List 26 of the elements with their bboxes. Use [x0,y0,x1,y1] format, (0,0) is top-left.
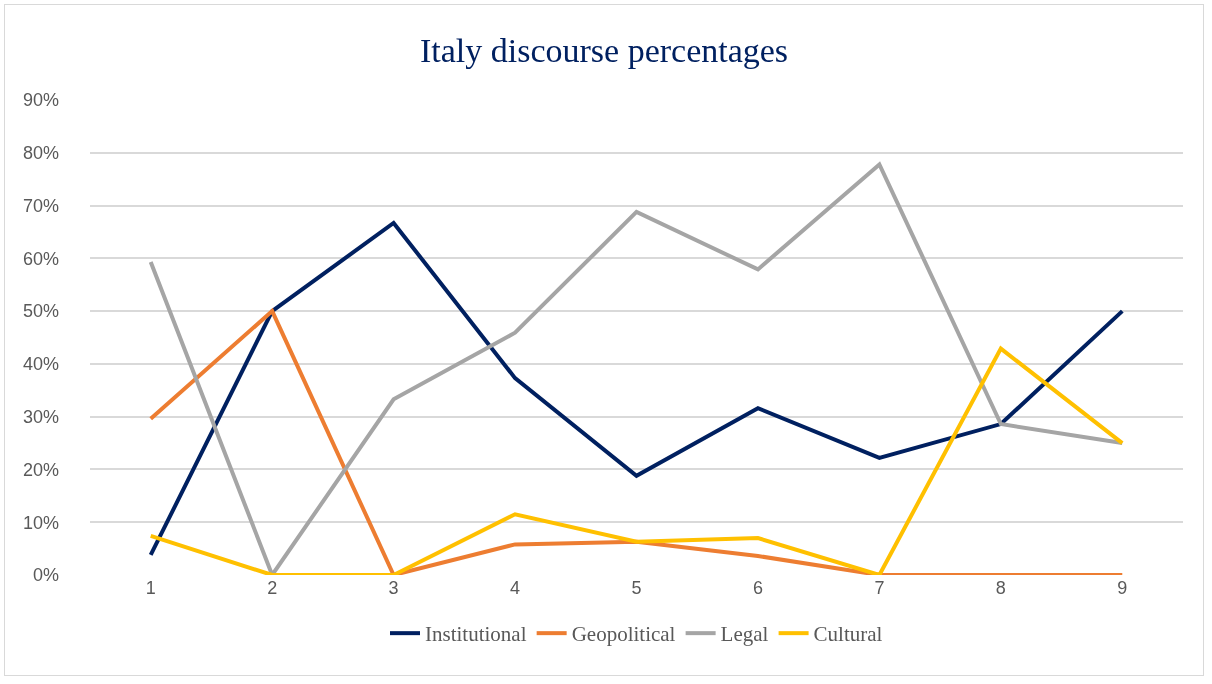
x-tick-label: 5 [631,578,642,598]
line-series [148,220,1125,557]
y-tick-label: 0% [32,565,59,586]
y-tick-label: 60% [22,248,59,269]
x-tick-label: 4 [510,578,521,598]
x-tick-label: 3 [388,578,399,598]
x-tick-label: 2 [267,578,278,598]
x-tick-label: 9 [1117,578,1128,598]
x-tick-label: 8 [995,578,1006,598]
legend-label: Institutional [425,622,527,647]
y-tick-label: 20% [22,459,59,480]
y-tick-label: 70% [22,195,59,216]
line-series [148,162,1125,575]
y-tick-label: 40% [22,354,59,375]
y-tick-label: 80% [22,143,59,164]
legend-label: Geopolitical [571,622,676,647]
y-tick-label: 10% [22,512,59,533]
y-tick-label: 50% [22,301,59,322]
y-tick-label: 90% [22,90,59,111]
y-tick-label: 30% [22,406,59,427]
chart-title: Italy discourse percentages [419,32,789,70]
x-tick-label: 6 [752,578,763,598]
legend-label: Legal [720,622,769,647]
legend-label: Cultural [813,622,883,647]
x-tick-label: 1 [145,578,156,598]
x-tick-label: 7 [874,578,885,598]
